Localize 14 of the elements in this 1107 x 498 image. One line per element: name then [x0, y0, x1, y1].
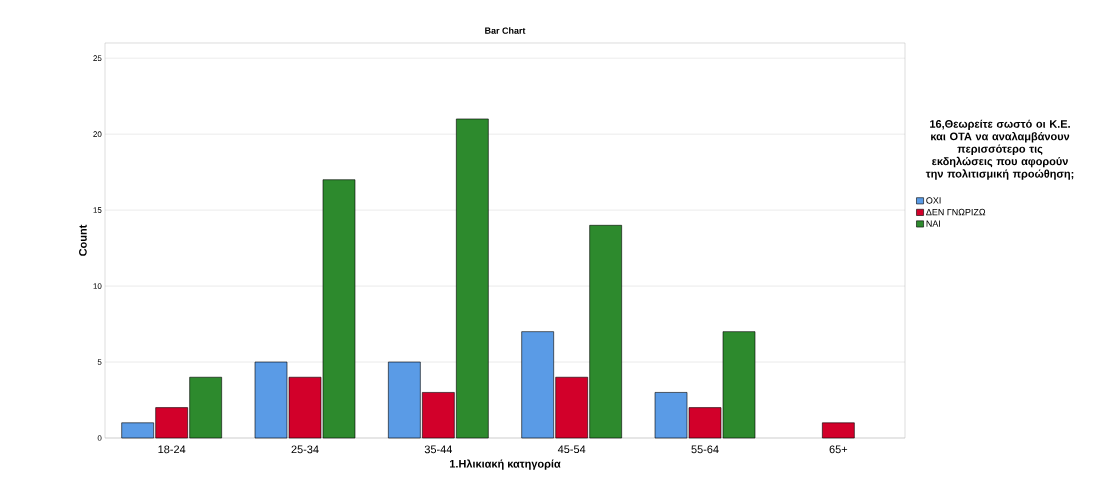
- legend-title: 16,Θεωρείτε σωστό οι Κ.Ε. και ΟΤΑ να αναλαμβάνουν περισσότερο τις εκδηλώσεις που αφορούν την πολιτισμική προώθηση;: [925, 119, 1074, 180]
- y-axis-title: Count: [79, 224, 87, 256]
- x-tick-label: 35-44: [424, 445, 453, 454]
- x-tick-label: 25-34: [291, 445, 319, 454]
- legend-label: ΟΧΙ: [926, 197, 941, 204]
- legend-label: ΝΑΙ: [926, 220, 940, 227]
- x-tick-label: 65+: [829, 445, 848, 454]
- x-tick-label: 18-24: [158, 445, 186, 454]
- x-tick-label: 55-64: [691, 445, 719, 454]
- x-axis-title: 1.Ηλικιακή κατηγορία: [450, 459, 561, 470]
- bar: [822, 422, 855, 439]
- chart-title: Bar Chart: [485, 27, 526, 34]
- x-tick-label: 45-54: [557, 445, 586, 454]
- legend-label: ΔΕΝ ΓΝΩΡΙΖΩ: [926, 208, 986, 216]
